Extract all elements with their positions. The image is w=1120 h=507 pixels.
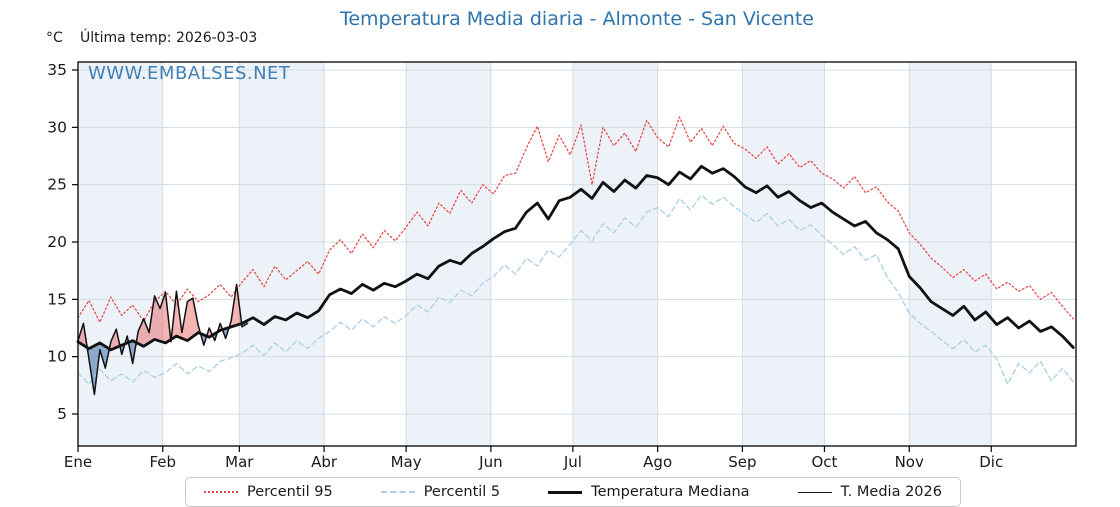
month-band [239, 62, 325, 446]
x-tick-label: Oct [811, 453, 837, 471]
x-tick-label: Mar [225, 453, 254, 471]
month-band [572, 62, 658, 446]
y-tick-label: 15 [47, 290, 67, 308]
y-tick-label: 20 [47, 233, 67, 251]
y-axis-unit-label: °C [46, 30, 63, 46]
y-tick-label: 35 [47, 61, 67, 79]
month-band [909, 62, 992, 446]
x-tick-label: Ene [64, 453, 92, 471]
mediana-line-sample-icon [548, 490, 583, 494]
y-tick-label: 5 [57, 405, 67, 423]
chart-legend: Percentil 95 Percentil 5 Temperatura Med… [185, 477, 961, 507]
y-tick-label: 25 [47, 176, 67, 194]
y-tick-label: 10 [47, 348, 67, 366]
legend-label: Percentil 5 [423, 484, 501, 500]
legend-label: Temperatura Mediana [591, 484, 750, 500]
percentil-95-line-sample-icon [204, 491, 238, 493]
legend-label: Percentil 95 [247, 484, 333, 500]
x-tick-label: Nov [895, 453, 924, 471]
month-band [78, 62, 163, 446]
watermark-link[interactable]: WWW.EMBALSES.NET [88, 63, 291, 84]
t-media-2026-line [77, 283, 249, 396]
temperatura-mediana-line [76, 164, 1075, 352]
legend-item-percentil-5: Percentil 5 [380, 484, 501, 500]
x-tick-label: Jun [478, 453, 502, 471]
legend-item-mediana: Temperatura Mediana [548, 484, 750, 500]
percentil-5-line [77, 194, 1074, 385]
legend-item-t-media-2026: T. Media 2026 [797, 484, 942, 500]
percentil-5-line-sample-icon [380, 491, 415, 493]
month-band [742, 62, 825, 446]
fill-above-median [78, 284, 248, 350]
x-tick-label: Sep [728, 453, 756, 471]
legend-label: T. Media 2026 [840, 484, 942, 500]
x-tick-label: May [391, 453, 422, 471]
percentil-95-line [77, 116, 1074, 323]
month-band [406, 62, 491, 446]
x-tick-label: Feb [149, 453, 176, 471]
y-tick-label: 30 [47, 118, 67, 136]
x-tick-label: Ago [643, 453, 672, 471]
plot-border [77, 61, 1077, 447]
t-media-2026-line-sample-icon [797, 491, 832, 493]
x-tick-label: Abr [311, 453, 338, 471]
legend-item-percentil-95: Percentil 95 [204, 484, 333, 500]
x-tick-label: Jul [563, 453, 582, 471]
page-title: Temperatura Media diaria - Almonte - San… [339, 8, 814, 30]
x-tick-label: Dic [979, 453, 1003, 471]
last-temp-label: Última temp: 2026-03-03 [80, 30, 258, 46]
